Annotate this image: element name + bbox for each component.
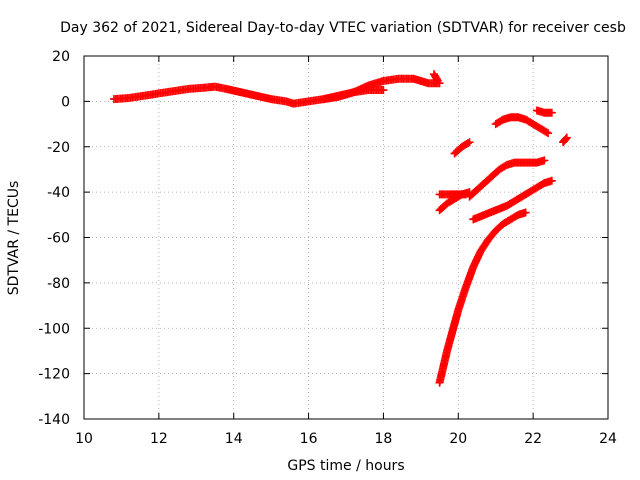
x-tick-label: 14: [225, 431, 243, 447]
data-series: [532, 106, 556, 117]
y-axis-title: SDTVAR / TECUs: [6, 181, 22, 296]
y-tick-label: -20: [47, 140, 70, 156]
plot-area-border: [83, 55, 609, 420]
data-series: [450, 138, 474, 158]
y-tick-label: -60: [47, 231, 70, 247]
data-series: [429, 70, 442, 85]
data-point: [465, 138, 474, 147]
data-point: [433, 76, 442, 85]
x-tick-label: 24: [599, 431, 617, 447]
data-series: [109, 74, 444, 108]
data-point: [464, 139, 473, 148]
x-axis-title: GPS time / hours: [287, 458, 404, 474]
y-tick-labels: -140 -120 -100 -80 -60 -40 -20 0 20: [38, 49, 70, 428]
data-series: [465, 156, 549, 201]
grid-lines: [84, 56, 608, 419]
data-point: [547, 108, 556, 117]
data-point: [562, 133, 571, 142]
x-tick-label: 18: [375, 431, 393, 447]
data-points: [109, 70, 571, 387]
x-tick-label: 16: [300, 431, 318, 447]
x-tick-label: 12: [150, 431, 168, 447]
data-point: [542, 128, 551, 137]
y-tick-label: -140: [38, 412, 70, 428]
x-tick-label: 10: [75, 431, 93, 447]
x-tick-label: 20: [449, 431, 467, 447]
x-tick-labels: 10 12 14 16 18 20 22 24: [75, 431, 617, 447]
y-tick-label: -80: [47, 276, 70, 292]
data-point: [547, 176, 556, 185]
data-point: [540, 156, 549, 165]
data-series: [559, 133, 571, 147]
data-series: [491, 113, 553, 138]
chart-title: Day 362 of 2021, Sidereal Day-to-day VTE…: [60, 20, 626, 36]
y-tick-label: -100: [38, 321, 70, 337]
data-point: [561, 134, 570, 143]
data-point: [379, 86, 388, 95]
data-series: [319, 86, 388, 104]
data-series: [435, 190, 470, 199]
y-tick-label: -120: [38, 367, 70, 383]
x-tick-label: 22: [524, 431, 542, 447]
data-series: [435, 208, 530, 387]
y-tick-label: -40: [47, 185, 70, 201]
data-point: [544, 129, 553, 138]
data-point: [521, 208, 530, 217]
axis-ticks: [83, 55, 609, 420]
data-series: [469, 176, 556, 224]
y-tick-label: 20: [52, 49, 70, 65]
y-tick-label: 0: [61, 94, 70, 110]
